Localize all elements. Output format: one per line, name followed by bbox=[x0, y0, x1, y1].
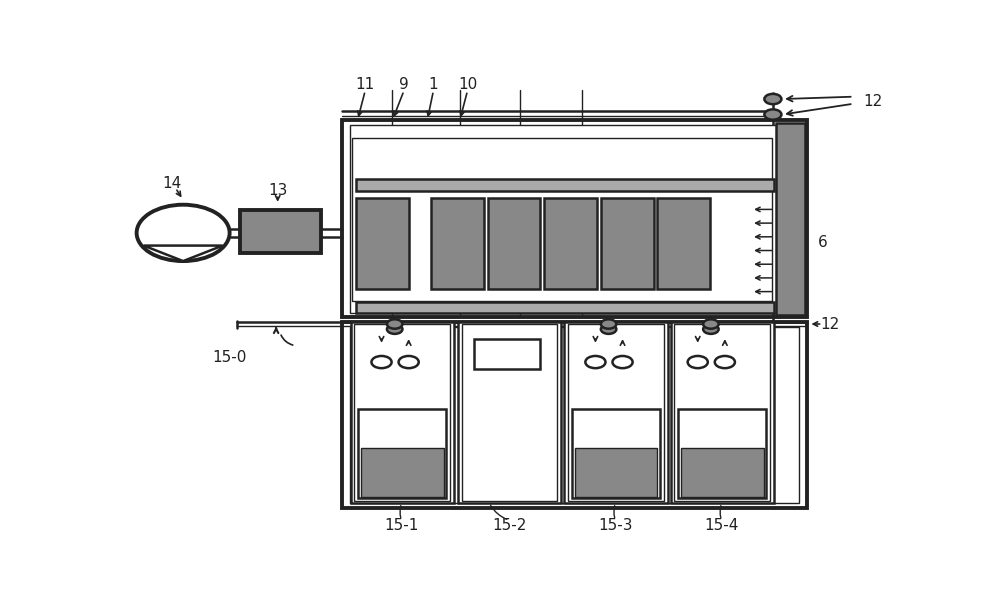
Text: 15-3: 15-3 bbox=[598, 517, 633, 533]
Bar bbox=[342, 322, 807, 508]
Bar bbox=[458, 322, 561, 503]
Text: 12: 12 bbox=[821, 317, 840, 331]
Bar bbox=[351, 322, 454, 503]
Text: 15-1: 15-1 bbox=[384, 517, 419, 533]
Bar bbox=[681, 448, 764, 497]
Text: 1: 1 bbox=[429, 77, 438, 93]
Bar bbox=[674, 325, 770, 501]
Circle shape bbox=[703, 325, 719, 334]
Text: 15-2: 15-2 bbox=[492, 517, 527, 533]
Bar bbox=[354, 325, 450, 501]
Circle shape bbox=[601, 319, 616, 329]
Bar bbox=[564, 322, 668, 503]
Bar bbox=[356, 179, 774, 190]
Circle shape bbox=[715, 356, 735, 368]
Bar bbox=[356, 303, 774, 313]
Polygon shape bbox=[144, 246, 223, 261]
Bar bbox=[601, 198, 654, 289]
Bar bbox=[350, 327, 799, 503]
Text: 6: 6 bbox=[818, 235, 827, 249]
Bar bbox=[462, 325, 557, 501]
Circle shape bbox=[585, 356, 606, 368]
Bar bbox=[474, 339, 540, 369]
Bar bbox=[657, 198, 710, 289]
Circle shape bbox=[703, 319, 719, 329]
Bar bbox=[678, 409, 766, 498]
Text: 14: 14 bbox=[162, 176, 181, 191]
Bar bbox=[572, 409, 660, 498]
Text: 10: 10 bbox=[458, 77, 477, 93]
Bar bbox=[361, 448, 444, 497]
Circle shape bbox=[601, 325, 616, 334]
Bar bbox=[431, 198, 484, 289]
Bar bbox=[776, 123, 805, 315]
Circle shape bbox=[387, 319, 402, 329]
Circle shape bbox=[688, 356, 708, 368]
Bar bbox=[671, 322, 774, 503]
Bar bbox=[544, 198, 597, 289]
Circle shape bbox=[387, 325, 402, 334]
Text: 9: 9 bbox=[399, 77, 409, 93]
Bar bbox=[574, 448, 657, 497]
Circle shape bbox=[764, 109, 781, 120]
Bar bbox=[352, 137, 772, 301]
Circle shape bbox=[371, 356, 392, 368]
Circle shape bbox=[399, 356, 419, 368]
Bar bbox=[240, 210, 321, 253]
Text: 13: 13 bbox=[268, 183, 287, 198]
Text: 15-4: 15-4 bbox=[705, 517, 739, 533]
Bar bbox=[356, 198, 409, 289]
Circle shape bbox=[137, 205, 230, 261]
Bar bbox=[358, 409, 446, 498]
Bar bbox=[350, 125, 799, 313]
Bar bbox=[568, 325, 664, 501]
Circle shape bbox=[612, 356, 633, 368]
Circle shape bbox=[764, 94, 781, 104]
Text: 12: 12 bbox=[863, 94, 883, 109]
Text: 15-0: 15-0 bbox=[212, 350, 247, 365]
Bar bbox=[342, 120, 807, 317]
Bar bbox=[488, 198, 540, 289]
Text: 11: 11 bbox=[356, 77, 375, 93]
